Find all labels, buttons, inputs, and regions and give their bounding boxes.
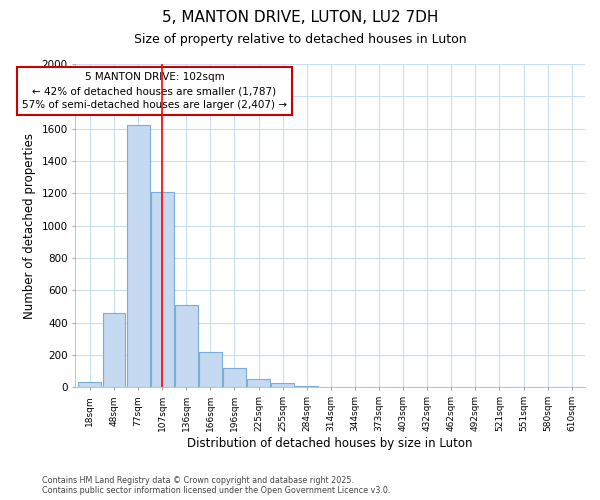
Text: Size of property relative to detached houses in Luton: Size of property relative to detached ho…	[134, 32, 466, 46]
Text: Contains HM Land Registry data © Crown copyright and database right 2025.
Contai: Contains HM Land Registry data © Crown c…	[42, 476, 391, 495]
X-axis label: Distribution of detached houses by size in Luton: Distribution of detached houses by size …	[187, 437, 473, 450]
Bar	[271, 384, 294, 388]
Y-axis label: Number of detached properties: Number of detached properties	[23, 132, 36, 318]
Bar	[199, 352, 222, 388]
Text: 5, MANTON DRIVE, LUTON, LU2 7DH: 5, MANTON DRIVE, LUTON, LU2 7DH	[162, 10, 438, 25]
Bar	[175, 305, 197, 388]
Bar	[247, 380, 270, 388]
Bar	[79, 382, 101, 388]
Bar	[151, 192, 173, 388]
Bar	[295, 386, 318, 388]
Bar	[223, 368, 246, 388]
Bar	[103, 313, 125, 388]
Bar	[127, 126, 149, 388]
Bar	[319, 386, 342, 388]
Text: 5 MANTON DRIVE: 102sqm
← 42% of detached houses are smaller (1,787)
57% of semi-: 5 MANTON DRIVE: 102sqm ← 42% of detached…	[22, 72, 287, 110]
